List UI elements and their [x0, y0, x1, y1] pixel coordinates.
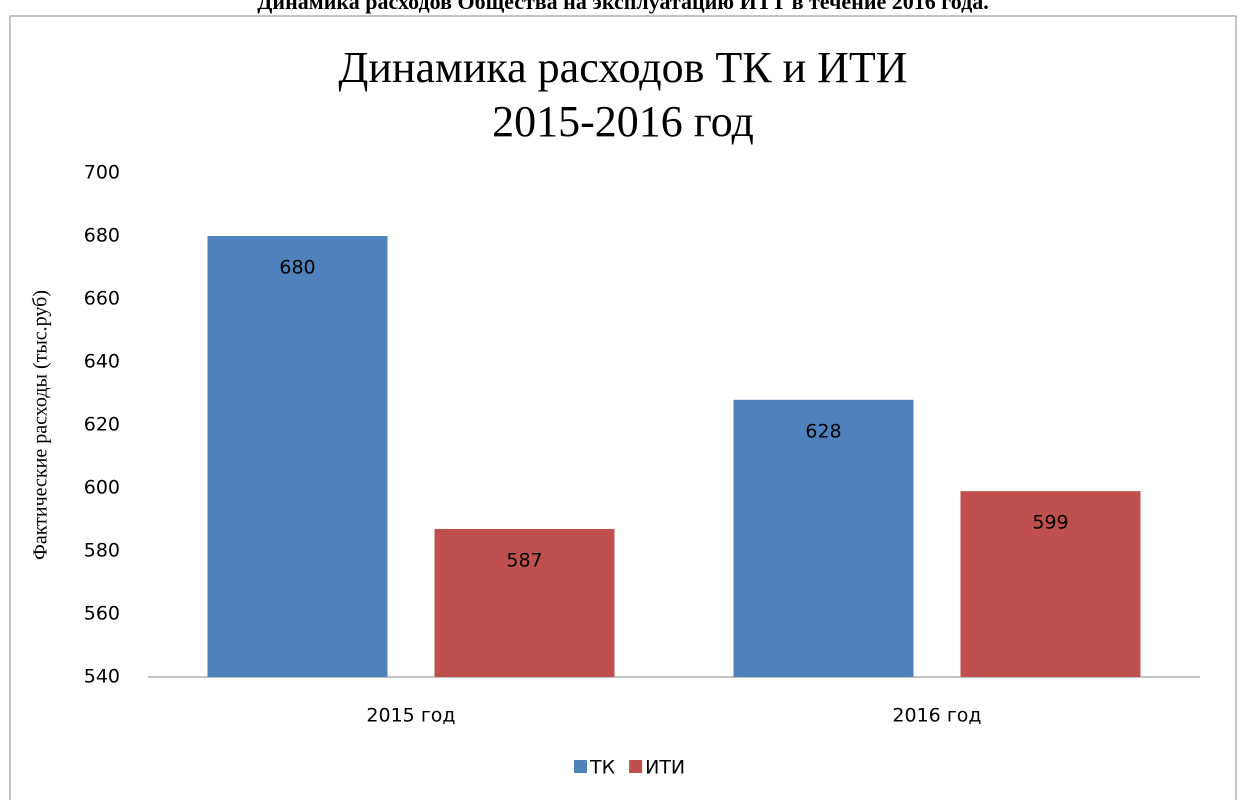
- legend-swatch: [629, 760, 643, 773]
- y-tick-label: 640: [84, 351, 120, 373]
- y-tick-label: 700: [84, 162, 120, 184]
- legend-swatch: [574, 760, 587, 773]
- y-tick-label: 660: [84, 288, 120, 310]
- bar: [733, 399, 914, 677]
- chart-border: [9, 15, 1237, 800]
- bar: [960, 491, 1141, 677]
- data-label: 587: [506, 549, 542, 571]
- chart-title: 2015-2016 год: [492, 97, 754, 146]
- y-tick-label: 540: [84, 666, 120, 688]
- y-tick-label: 600: [84, 477, 120, 499]
- page-header: Динамика расходов Общества на эксплуатац…: [257, 0, 988, 14]
- y-axis-label: Фактические расходы (тыс.руб): [30, 290, 52, 560]
- bar: [434, 528, 615, 677]
- y-tick-label: 560: [84, 603, 120, 625]
- legend-label: ИТИ: [645, 757, 685, 779]
- data-label: 680: [279, 257, 315, 279]
- chart-title: Динамика расходов ТК и ИТИ: [338, 43, 907, 92]
- y-tick-label: 680: [84, 225, 120, 247]
- data-label: 599: [1032, 512, 1068, 534]
- x-tick-label: 2015 год: [366, 705, 455, 727]
- x-tick-label: 2016 год: [892, 705, 981, 727]
- bar: [207, 236, 388, 677]
- y-tick-label: 580: [84, 540, 120, 562]
- data-label: 628: [805, 420, 841, 442]
- legend-label: ТК: [589, 757, 616, 779]
- y-tick-label: 620: [84, 414, 120, 436]
